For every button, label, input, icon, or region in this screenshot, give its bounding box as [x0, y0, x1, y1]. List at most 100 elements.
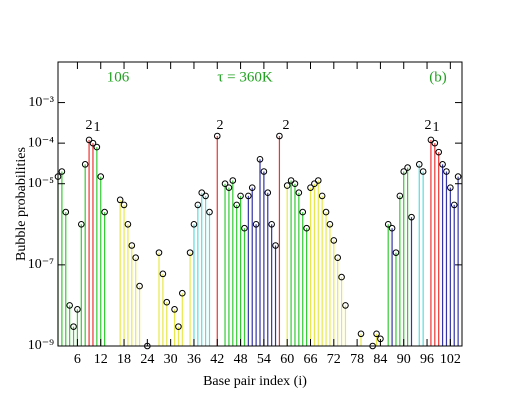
marker	[415, 161, 423, 168]
y-tick-label: 10⁻⁹	[28, 338, 54, 353]
marker	[89, 139, 97, 147]
marker	[326, 220, 334, 228]
marker	[120, 201, 128, 209]
x-tick-label: 90	[397, 352, 411, 367]
marker	[419, 168, 427, 175]
marker	[400, 168, 408, 175]
marker	[241, 224, 248, 232]
marker	[373, 330, 380, 338]
marker	[342, 302, 349, 309]
marker	[206, 208, 213, 216]
marker	[388, 224, 396, 232]
marker	[338, 273, 345, 281]
marker	[186, 249, 194, 256]
x-tick-label: 6	[74, 352, 81, 367]
marker	[295, 189, 303, 197]
marker	[128, 242, 136, 249]
marker	[392, 249, 400, 256]
y-tick-label: 10⁻³	[28, 95, 54, 110]
marker	[396, 192, 404, 200]
x-tick-label: 102	[440, 352, 461, 367]
marker	[303, 224, 310, 232]
marker	[272, 242, 279, 249]
marker	[245, 192, 252, 200]
annotation: τ = 360K	[217, 69, 272, 85]
marker	[101, 208, 108, 216]
marker	[299, 208, 307, 216]
marker	[97, 173, 105, 180]
x-tick-label: 54	[257, 352, 271, 367]
x-tick-label: 48	[234, 352, 248, 367]
marker	[291, 180, 299, 188]
marker	[171, 306, 178, 313]
marker	[124, 220, 132, 228]
x-tick-label: 42	[210, 352, 224, 367]
peak-label: 2	[283, 118, 290, 133]
marker	[384, 220, 392, 228]
y-tick-label: 10⁻⁷	[28, 257, 54, 272]
plot-frame	[57, 61, 463, 347]
x-tick-label: 18	[117, 352, 131, 367]
marker	[287, 177, 295, 184]
marker	[81, 161, 89, 168]
marker	[85, 136, 93, 144]
marker	[221, 180, 229, 188]
marker	[252, 220, 260, 228]
marker	[268, 220, 275, 228]
marker	[427, 136, 435, 144]
marker	[93, 143, 101, 151]
marker	[322, 208, 330, 216]
x-tick-label: 60	[280, 352, 294, 367]
x-tick-label: 30	[164, 352, 178, 367]
marker	[334, 254, 341, 262]
marker	[163, 298, 171, 306]
x-axis-label: Base pair index (i)	[203, 374, 307, 389]
annotation: (b)	[429, 69, 447, 85]
marker	[74, 306, 81, 313]
marker	[66, 302, 73, 309]
y-tick-label: 10⁻⁴	[28, 135, 54, 150]
marker	[276, 132, 283, 140]
x-tick-label: 36	[187, 352, 201, 367]
marker	[233, 201, 240, 209]
peak-label: 1	[94, 120, 101, 135]
peak-label: 1	[433, 120, 440, 135]
marker	[314, 177, 322, 184]
marker	[260, 168, 268, 175]
marker	[435, 148, 442, 156]
marker	[408, 213, 415, 221]
marker	[70, 323, 77, 330]
y-tick-label: 10⁻⁵	[28, 176, 54, 191]
marker	[330, 237, 338, 244]
marker	[132, 254, 139, 262]
marker	[311, 180, 318, 188]
marker	[439, 161, 446, 168]
marker	[58, 168, 66, 175]
marker	[357, 330, 365, 338]
marker	[447, 184, 454, 191]
y-axis-label: Bubble probabilities	[14, 147, 29, 261]
marker	[450, 201, 458, 209]
marker	[159, 270, 167, 278]
marker	[229, 177, 237, 184]
marker	[404, 164, 411, 171]
peak-label: 2	[425, 118, 432, 133]
x-tick-label: 66	[304, 352, 318, 367]
x-tick-label: 72	[327, 352, 341, 367]
marker	[307, 184, 314, 191]
marker	[454, 173, 462, 180]
x-tick-label: 24	[140, 352, 154, 367]
marker	[190, 220, 198, 228]
marker	[213, 132, 221, 140]
marker	[237, 192, 244, 200]
peak-label: 2	[217, 118, 224, 133]
annotation: 106	[107, 69, 130, 85]
x-tick-label: 84	[373, 352, 387, 367]
x-tick-label: 78	[350, 352, 364, 367]
marker	[264, 189, 272, 197]
marker	[248, 184, 256, 191]
marker	[198, 189, 206, 197]
marker	[78, 220, 85, 228]
marker	[202, 192, 209, 200]
marker	[194, 201, 202, 209]
